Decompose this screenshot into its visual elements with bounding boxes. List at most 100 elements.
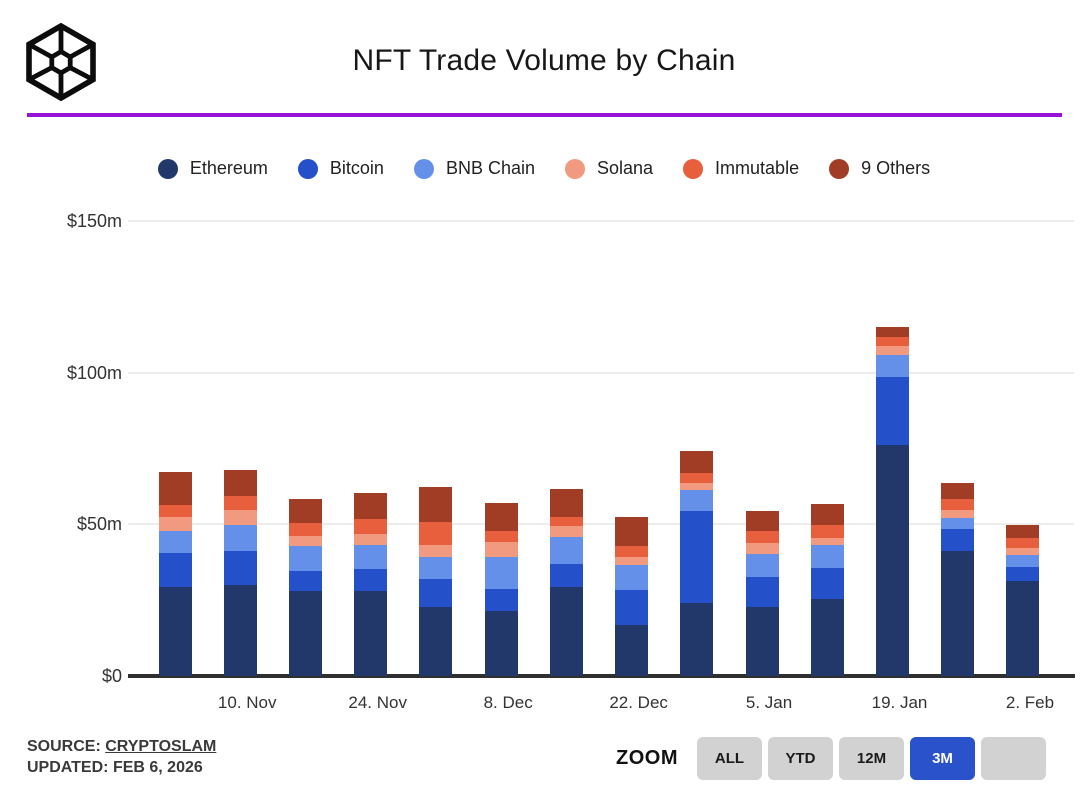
bar-segment-9-others[interactable] — [158, 471, 192, 505]
zoom-button-all[interactable]: ALL — [697, 737, 762, 780]
bar-segment-ethereum[interactable] — [941, 551, 975, 676]
bar-segment-bitcoin[interactable] — [288, 571, 322, 592]
bar-segment-9-others[interactable] — [549, 489, 583, 518]
bar-segment-solana[interactable] — [158, 517, 192, 531]
zoom-button-12m[interactable]: 12M — [839, 737, 904, 780]
bar-segment-bnb-chain[interactable] — [1006, 555, 1040, 568]
bar-segment-immutable[interactable] — [484, 530, 518, 543]
bar-segment-9-others[interactable] — [941, 482, 975, 499]
bar-segment-solana[interactable] — [484, 542, 518, 558]
legend-item-ethereum[interactable]: Ethereum — [157, 158, 268, 179]
bar-segment-solana[interactable] — [1006, 547, 1040, 556]
bar-17-nov[interactable] — [288, 499, 322, 676]
bar-segment-9-others[interactable] — [876, 326, 910, 337]
bar-segment-9-others[interactable] — [615, 517, 649, 547]
bar-segment-immutable[interactable] — [745, 531, 779, 543]
bar-26-jan[interactable] — [941, 482, 975, 676]
bar-2-feb[interactable] — [1006, 524, 1040, 676]
bar-segment-bitcoin[interactable] — [680, 511, 714, 604]
bar-segment-ethereum[interactable] — [288, 591, 322, 676]
bar-segment-solana[interactable] — [876, 345, 910, 356]
bar-segment-9-others[interactable] — [288, 499, 322, 524]
bar-segment-ethereum[interactable] — [484, 611, 518, 676]
bar-segment-immutable[interactable] — [223, 496, 257, 510]
bar-segment-solana[interactable] — [419, 544, 453, 558]
bar-segment-9-others[interactable] — [680, 450, 714, 474]
legend-item-immutable[interactable]: Immutable — [683, 158, 799, 179]
bar-segment-bitcoin[interactable] — [810, 567, 844, 600]
bar-segment-ethereum[interactable] — [876, 444, 910, 676]
bar-5-jan[interactable] — [745, 511, 779, 676]
bar-segment-bnb-chain[interactable] — [354, 544, 388, 569]
bar-segment-bitcoin[interactable] — [876, 376, 910, 445]
bar-segment-bitcoin[interactable] — [1006, 567, 1040, 582]
legend-item-solana[interactable]: Solana — [564, 158, 653, 179]
bar-segment-bitcoin[interactable] — [419, 579, 453, 607]
bar-segment-bnb-chain[interactable] — [288, 545, 322, 572]
bar-segment-bnb-chain[interactable] — [484, 557, 518, 589]
bar-segment-bnb-chain[interactable] — [549, 537, 583, 565]
bar-19-jan[interactable] — [876, 326, 910, 676]
bar-12-jan[interactable] — [810, 504, 844, 676]
bar-segment-solana[interactable] — [615, 557, 649, 565]
bar-29-dec[interactable] — [680, 450, 714, 676]
bar-segment-bnb-chain[interactable] — [745, 554, 779, 578]
bar-segment-solana[interactable] — [288, 535, 322, 546]
bar-segment-solana[interactable] — [745, 542, 779, 555]
bar-segment-ethereum[interactable] — [615, 625, 649, 676]
bar-segment-bnb-chain[interactable] — [419, 557, 453, 580]
bar-segment-9-others[interactable] — [419, 486, 453, 522]
bar-segment-immutable[interactable] — [354, 518, 388, 535]
bar-segment-9-others[interactable] — [1006, 524, 1040, 539]
bar-segment-bnb-chain[interactable] — [941, 517, 975, 530]
bar-segment-bitcoin[interactable] — [549, 564, 583, 588]
bar-segment-9-others[interactable] — [745, 511, 779, 532]
bar-segment-bitcoin[interactable] — [745, 577, 779, 607]
bar-segment-bitcoin[interactable] — [941, 529, 975, 552]
legend-item-bitcoin[interactable]: Bitcoin — [297, 158, 384, 179]
bar-segment-immutable[interactable] — [615, 546, 649, 558]
bar-segment-solana[interactable] — [941, 510, 975, 518]
bar-segment-ethereum[interactable] — [1006, 581, 1040, 676]
bar-1-dec[interactable] — [419, 486, 453, 676]
bar-10-nov[interactable] — [223, 469, 257, 676]
bar-segment-bitcoin[interactable] — [223, 551, 257, 586]
bar-segment-immutable[interactable] — [549, 517, 583, 526]
bar-segment-ethereum[interactable] — [549, 587, 583, 676]
bar-segment-ethereum[interactable] — [810, 599, 844, 676]
bar-segment-bnb-chain[interactable] — [158, 530, 192, 554]
bar-segment-immutable[interactable] — [158, 504, 192, 518]
bar-segment-solana[interactable] — [680, 482, 714, 491]
bar-segment-ethereum[interactable] — [354, 591, 388, 676]
zoom-button-3m[interactable]: 3M — [910, 737, 975, 780]
source-link[interactable]: CRYPTOSLAM — [105, 738, 217, 755]
bar-segment-9-others[interactable] — [223, 469, 257, 497]
bar-segment-solana[interactable] — [223, 509, 257, 526]
legend-item-bnb-chain[interactable]: BNB Chain — [413, 158, 535, 179]
bar-segment-bnb-chain[interactable] — [615, 564, 649, 590]
bar-15-dec[interactable] — [549, 489, 583, 676]
bar-segment-bnb-chain[interactable] — [223, 525, 257, 552]
bar-segment-immutable[interactable] — [680, 473, 714, 483]
bar-segment-bitcoin[interactable] — [354, 568, 388, 592]
legend-item-9-others[interactable]: 9 Others — [829, 158, 930, 179]
zoom-button-ytd[interactable]: YTD — [768, 737, 833, 780]
bar-22-dec[interactable] — [615, 517, 649, 676]
bar-segment-immutable[interactable] — [941, 498, 975, 511]
bar-segment-immutable[interactable] — [288, 523, 322, 536]
bar-segment-solana[interactable] — [810, 537, 844, 546]
bar-segment-immutable[interactable] — [876, 336, 910, 346]
bar-8-dec[interactable] — [484, 503, 518, 676]
bar-segment-ethereum[interactable] — [223, 585, 257, 676]
bar-segment-bnb-chain[interactable] — [680, 490, 714, 511]
bar-segment-9-others[interactable] — [484, 503, 518, 531]
bar-segment-9-others[interactable] — [354, 493, 388, 519]
bar-segment-solana[interactable] — [549, 525, 583, 538]
bar-segment-bitcoin[interactable] — [158, 553, 192, 587]
bar-segment-ethereum[interactable] — [680, 603, 714, 676]
bar-segment-solana[interactable] — [354, 534, 388, 545]
bar-segment-bitcoin[interactable] — [484, 588, 518, 612]
bar-segment-ethereum[interactable] — [745, 606, 779, 676]
bar-segment-bitcoin[interactable] — [615, 589, 649, 626]
zoom-button-empty[interactable] — [981, 737, 1046, 780]
